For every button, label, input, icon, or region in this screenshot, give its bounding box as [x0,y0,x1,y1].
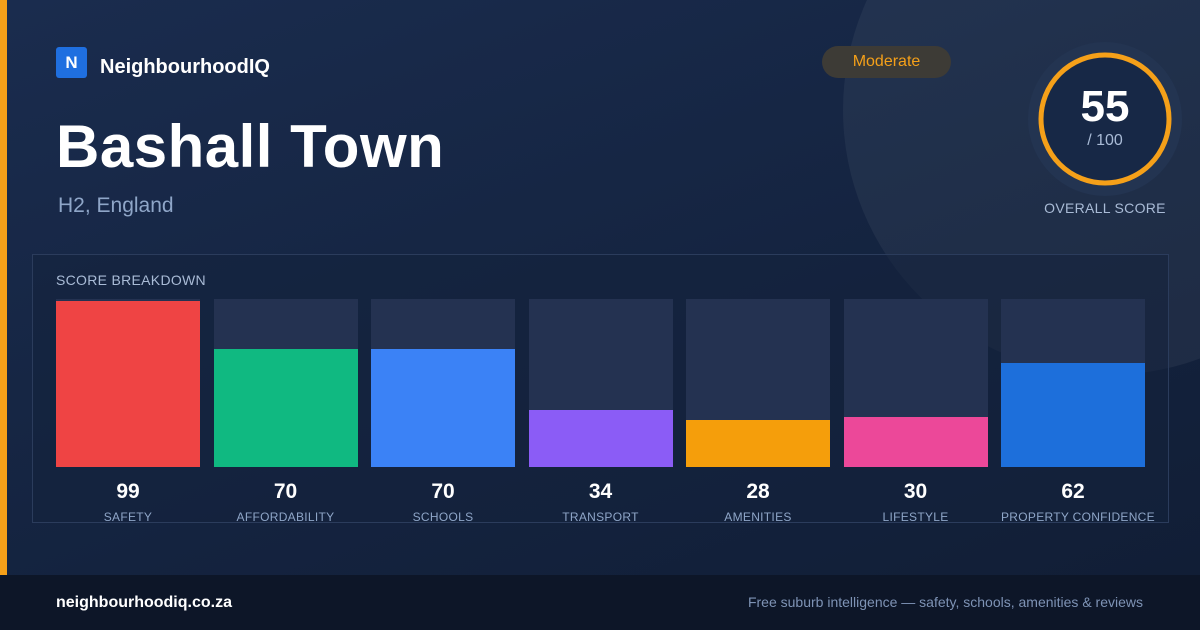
bar-column-affordability: 70 AFFORDABILITY [213,299,358,524]
bar-track [528,299,673,467]
footer-tagline: Free suburb intelligence — safety, schoo… [747,594,1143,610]
bar-track [843,299,988,467]
bar-fill [686,420,830,467]
bar-value: 70 [273,480,298,503]
suburb-title: Bashall Town [56,113,445,180]
bar-fill [56,301,200,467]
bar-value: 62 [1061,480,1085,503]
overall-score-label: OVERALL SCORE [1044,200,1166,216]
share-card: N NeighbourhoodIQ Bashall Town H2, Engla… [0,0,1200,575]
brand[interactable]: N NeighbourhoodIQ [56,46,270,79]
bar-label: TRANSPORT [562,510,639,524]
brand-name: NeighbourhoodIQ [100,56,270,78]
bar-track [213,299,358,467]
bar-track [56,299,200,467]
bar-track [1001,299,1145,467]
bar-fill [371,349,515,467]
overall-score-ring [1028,42,1182,196]
suburb-location: H2, England [58,194,174,217]
bar-label: LIFESTYLE [882,510,949,524]
bar-label: AMENITIES [724,510,792,524]
bar-value: 70 [431,480,455,503]
overall-score-max: / 100 [1087,132,1123,149]
overall-score-value: 55 [1080,82,1130,131]
bar-column-amenities: 28 AMENITIES [686,299,830,524]
footer-url[interactable]: neighbourhoodiq.co.za [56,594,232,611]
score-breakdown-panel: SCORE BREAKDOWN 99 SAFETY 70 AFFORDABILITY 7… [32,254,1169,524]
breakdown-title: SCORE BREAKDOWN [56,272,206,288]
bar-column-safety: 99 SAFETY [56,299,200,524]
bar-fill [528,410,673,467]
bar-fill [843,417,988,467]
bar-value: 34 [588,480,613,503]
bar-fill [213,349,358,467]
bar-label: PROPERTY CONFIDENCE [1001,510,1155,524]
bar-column-transport: 34 TRANSPORT [528,299,673,524]
bar-track [686,299,830,467]
bar-fill [1001,363,1145,467]
bar-label: AFFORDABILITY [236,510,335,524]
bar-column-property-confidence: 62 PROPERTY CONFIDENCE [1001,299,1155,524]
bar-value: 28 [746,480,770,503]
accent-bar [0,0,7,575]
bar-column-schools: 70 SCHOOLS [371,299,515,524]
brand-logo-icon: N [56,47,87,78]
bar-label: SCHOOLS [412,510,474,524]
score-ring-arc [1038,52,1172,186]
bar-value: 99 [116,480,140,503]
rating-badge: Moderate [822,46,951,78]
footer: neighbourhoodiq.co.za Free suburb intell… [0,575,1200,630]
bar-label: SAFETY [103,510,153,524]
bar-track [371,299,515,467]
bar-value: 30 [903,480,928,503]
bar-column-lifestyle: 30 LIFESTYLE [843,299,988,524]
